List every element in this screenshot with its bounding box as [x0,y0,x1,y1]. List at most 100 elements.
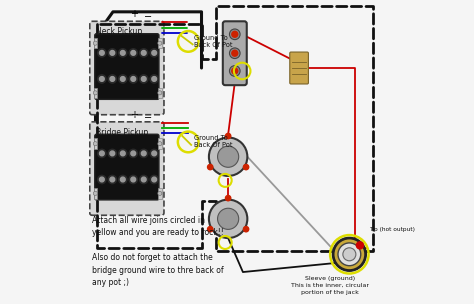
Circle shape [100,77,104,81]
Circle shape [150,149,158,157]
FancyBboxPatch shape [290,52,309,84]
Circle shape [152,177,156,182]
Circle shape [131,77,136,81]
Circle shape [100,177,104,182]
Circle shape [98,49,106,57]
Circle shape [158,91,162,95]
Circle shape [118,75,127,83]
Circle shape [141,177,146,182]
Text: Attach all wire joins circled in
yellow and you are ready to rock!!

Also do not: Attach all wire joins circled in yellow … [92,216,224,287]
Circle shape [338,243,361,266]
Text: Tip (hot output): Tip (hot output) [369,227,415,232]
Circle shape [100,151,104,156]
Circle shape [229,66,240,76]
Circle shape [108,149,117,157]
Circle shape [110,151,115,156]
Circle shape [333,238,365,271]
Circle shape [152,77,156,81]
Circle shape [209,137,247,176]
Circle shape [226,195,231,201]
Bar [93,38,97,49]
Circle shape [131,177,136,182]
Bar [158,88,162,98]
Text: −: − [144,113,152,123]
Circle shape [152,151,156,156]
Circle shape [158,142,162,146]
Circle shape [108,75,117,83]
Circle shape [131,151,136,156]
Circle shape [129,49,137,57]
Circle shape [118,49,127,57]
Circle shape [120,50,125,55]
Circle shape [208,164,213,170]
Bar [158,138,162,149]
Circle shape [129,75,137,83]
Circle shape [226,133,231,139]
Circle shape [343,248,356,261]
Circle shape [229,29,240,40]
Circle shape [108,175,117,184]
Text: +: + [130,9,138,19]
Circle shape [98,149,106,157]
Circle shape [120,77,125,81]
Circle shape [93,191,98,195]
Circle shape [110,50,115,55]
Bar [158,188,162,199]
Circle shape [98,75,106,83]
Circle shape [158,191,162,195]
Circle shape [243,226,249,232]
Circle shape [110,77,115,81]
Circle shape [218,146,239,167]
Circle shape [208,226,213,232]
Circle shape [141,151,146,156]
Circle shape [150,49,158,57]
FancyBboxPatch shape [223,21,247,85]
Circle shape [229,48,240,59]
Circle shape [100,50,104,55]
Circle shape [232,31,238,37]
Circle shape [129,175,137,184]
Text: Bridge Pickup: Bridge Pickup [96,128,148,137]
FancyBboxPatch shape [90,122,164,215]
Circle shape [140,149,148,157]
Circle shape [93,142,98,146]
Circle shape [98,175,106,184]
Circle shape [118,175,127,184]
Text: Ground To
Back Of Pot: Ground To Back Of Pot [194,35,233,48]
Circle shape [158,41,162,45]
Circle shape [140,175,148,184]
Bar [93,188,97,199]
Circle shape [129,149,137,157]
Circle shape [150,175,158,184]
Circle shape [131,50,136,55]
Circle shape [232,50,238,56]
Circle shape [141,77,146,81]
Bar [158,38,162,49]
Text: +: + [130,110,138,120]
Circle shape [209,200,247,238]
Circle shape [108,49,117,57]
Circle shape [141,50,146,55]
Bar [93,138,97,149]
Bar [93,88,97,98]
Circle shape [150,75,158,83]
FancyBboxPatch shape [90,21,164,115]
Circle shape [120,177,125,182]
Text: Sleeve (ground)
This is the inner, circular
portion of the jack: Sleeve (ground) This is the inner, circu… [291,276,369,295]
Circle shape [93,41,98,45]
Text: Neck Pickup: Neck Pickup [96,27,142,36]
Circle shape [118,149,127,157]
Circle shape [140,75,148,83]
Circle shape [243,164,249,170]
Circle shape [152,50,156,55]
Circle shape [120,151,125,156]
Text: −: − [144,12,152,22]
Circle shape [232,68,238,74]
Circle shape [140,49,148,57]
FancyBboxPatch shape [95,134,159,200]
Circle shape [218,208,239,230]
Text: Ground To
Back Of Pot: Ground To Back Of Pot [194,136,233,148]
Circle shape [356,242,364,249]
Circle shape [110,177,115,182]
FancyBboxPatch shape [95,34,159,99]
